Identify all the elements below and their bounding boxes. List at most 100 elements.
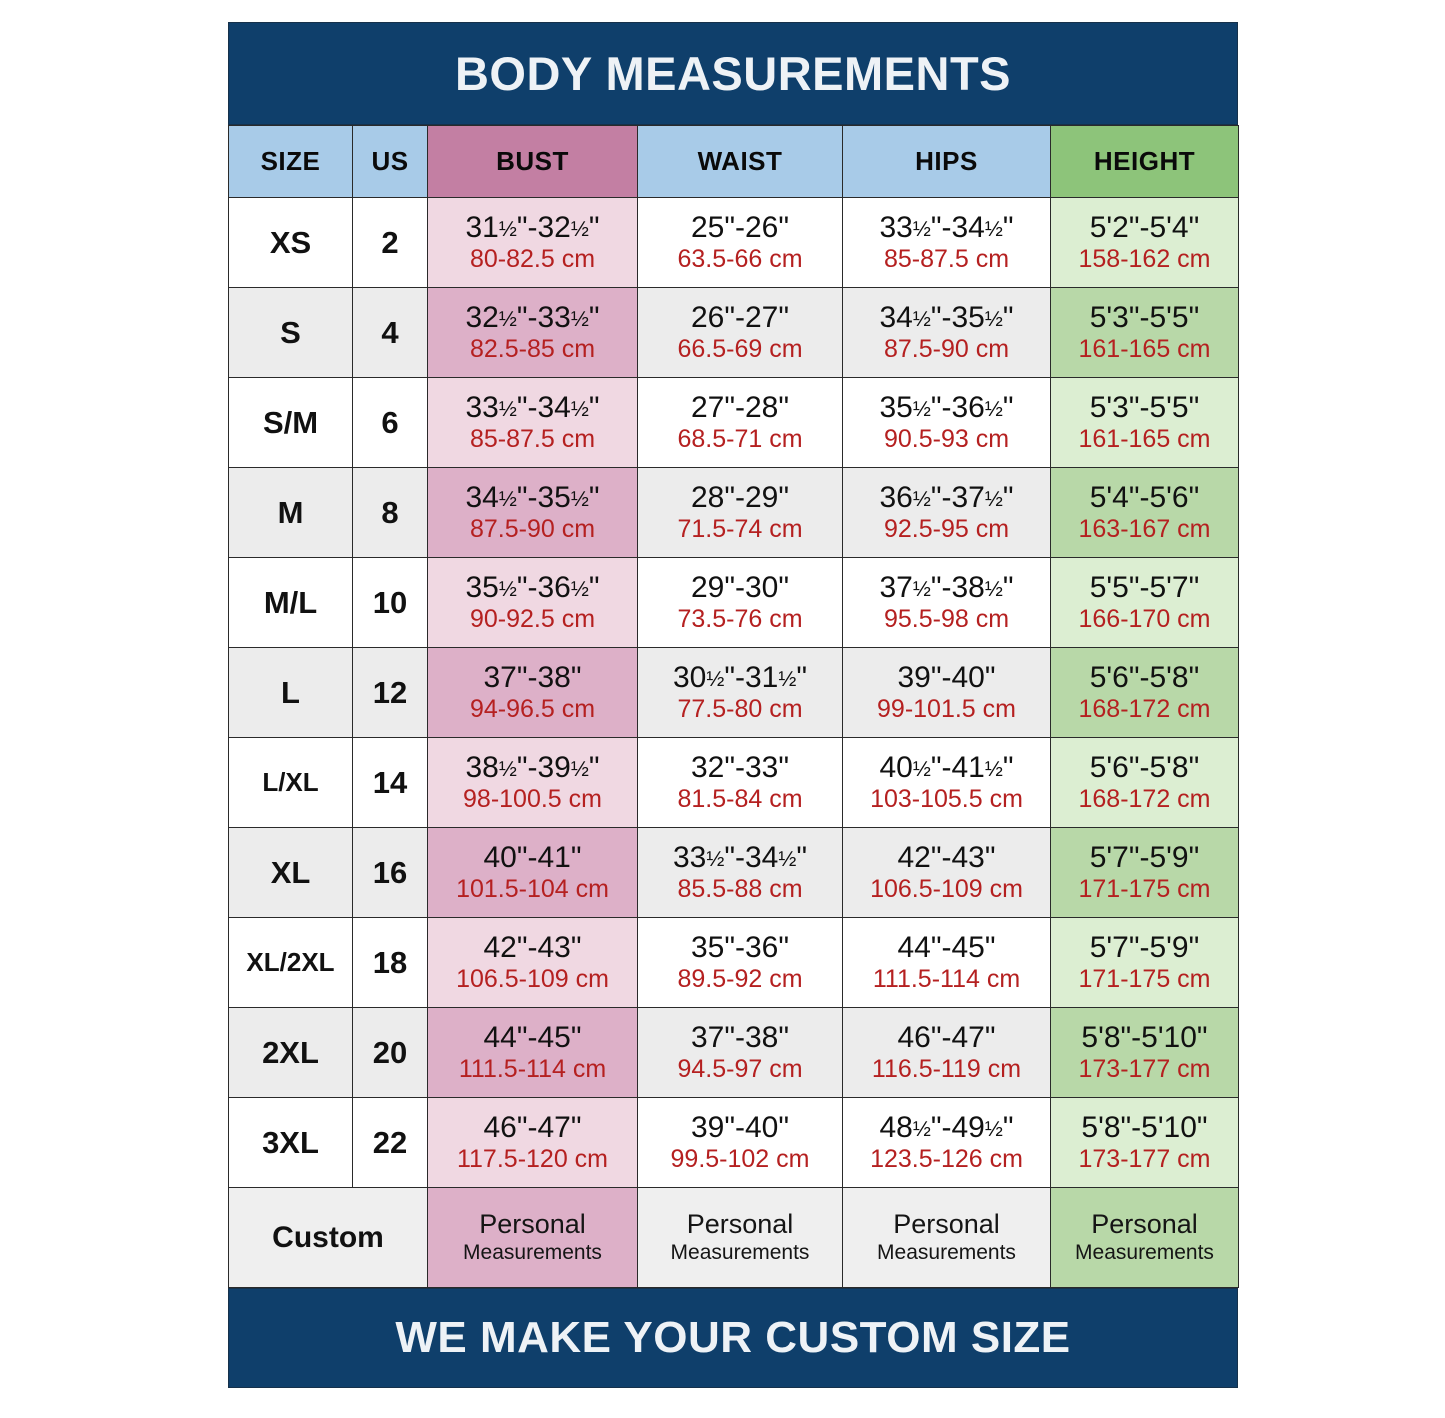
bust-cm: 106.5-109 cm (456, 964, 609, 993)
cell-waist: 28"-29" 71.5-74 cm (637, 467, 843, 558)
hips-inches: 34½"-35½" (879, 301, 1014, 335)
hips-cm: 95.5-98 cm (883, 604, 1010, 633)
waist-inches: 35"-36" (690, 931, 790, 965)
cell-height: 5'7"-5'9" 171-175 cm (1050, 827, 1239, 918)
waist-inches: 37"-38" (690, 1021, 790, 1055)
waist-cm: 71.5-74 cm (677, 514, 803, 543)
height-feet: 5'6"-5'8" (1089, 661, 1200, 695)
hips-inches: 37½"-38½" (879, 571, 1014, 605)
height-feet: 5'4"-5'6" (1089, 481, 1200, 515)
bust-cm: 117.5-120 cm (456, 1144, 608, 1173)
waist-inches: 32"-33" (690, 751, 790, 785)
measurements-label: Measurements (1075, 1240, 1214, 1264)
height-feet: 5'8"-5'10" (1081, 1021, 1208, 1055)
height-cm: 173-177 cm (1078, 1144, 1211, 1173)
height-feet: 5'3"-5'5" (1089, 391, 1200, 425)
hips-cm: 106.5-109 cm (870, 874, 1023, 903)
hips-inches: 33½"-34½" (879, 211, 1014, 245)
table-row: XL/2XL 18 42"-43" 106.5-109 cm 35"-36" 89.5-9… (228, 917, 1239, 1008)
hips-cm: 111.5-114 cm (872, 964, 1021, 993)
column-header-us: US (352, 125, 428, 198)
cell-waist: 27"-28" 68.5-71 cm (637, 377, 843, 468)
size-chart: BODY MEASUREMENTS SIZE US BUST WAIST HIP… (228, 22, 1239, 1397)
height-feet: 5'3"-5'5" (1089, 301, 1200, 335)
column-header-size: SIZE (228, 125, 353, 198)
cell-size: 2XL (228, 1007, 353, 1098)
table-row: S/M 6 33½"-34½" 85-87.5 cm 27"-28" 68.5-71 cm… (228, 377, 1239, 468)
cell-waist: 26"-27" 66.5-69 cm (637, 287, 843, 378)
custom-height-input[interactable]: Personal Measurements (1050, 1187, 1239, 1288)
height-cm: 173-177 cm (1078, 1054, 1211, 1083)
cell-bust: 37"-38" 94-96.5 cm (427, 647, 638, 738)
height-feet: 5'6"-5'8" (1089, 751, 1200, 785)
cell-bust: 34½"-35½" 87.5-90 cm (427, 467, 638, 558)
cell-hips: 36½"-37½" 92.5-95 cm (842, 467, 1051, 558)
table-row: M 8 34½"-35½" 87.5-90 cm 28"-29" 71.5-74 cm 36… (228, 467, 1239, 558)
bust-inches: 40"-41" (483, 841, 582, 875)
bust-cm: 101.5-104 cm (456, 874, 609, 903)
bust-cm: 82.5-85 cm (469, 334, 596, 363)
bust-cm: 85-87.5 cm (469, 424, 596, 453)
custom-hips-input[interactable]: Personal Measurements (842, 1187, 1051, 1288)
bust-inches: 37"-38" (483, 661, 582, 695)
table-header-row: SIZE US BUST WAIST HIPS HEIGHT (228, 125, 1239, 198)
cell-size: XL/2XL (228, 917, 353, 1008)
hips-cm: 90.5-93 cm (883, 424, 1010, 453)
cell-bust: 38½"-39½" 98-100.5 cm (427, 737, 638, 828)
hips-cm: 85-87.5 cm (883, 244, 1010, 273)
cell-hips: 40½"-41½" 103-105.5 cm (842, 737, 1051, 828)
bust-inches: 35½"-36½" (465, 571, 600, 605)
bust-cm: 80-82.5 cm (469, 244, 596, 273)
cell-size: M (228, 467, 353, 558)
cell-hips: 39"-40" 99-101.5 cm (842, 647, 1051, 738)
cell-waist: 32"-33" 81.5-84 cm (637, 737, 843, 828)
cell-us: 6 (352, 377, 428, 468)
cell-hips: 44"-45" 111.5-114 cm (842, 917, 1051, 1008)
waist-cm: 94.5-97 cm (677, 1054, 803, 1083)
bust-inches: 46"-47" (483, 1111, 582, 1145)
bust-inches: 32½"-33½" (465, 301, 600, 335)
cell-us: 22 (352, 1097, 428, 1188)
footer-text: WE MAKE YOUR CUSTOM SIZE (395, 1313, 1071, 1362)
waist-cm: 99.5-102 cm (670, 1144, 810, 1173)
cell-size: XS (228, 197, 353, 288)
cell-height: 5'2"-5'4" 158-162 cm (1050, 197, 1239, 288)
cell-height: 5'6"-5'8" 168-172 cm (1050, 647, 1239, 738)
cell-bust: 33½"-34½" 85-87.5 cm (427, 377, 638, 468)
cell-waist: 35"-36" 89.5-92 cm (637, 917, 843, 1008)
waist-cm: 89.5-92 cm (677, 964, 803, 993)
personal-label: Personal (893, 1209, 1000, 1240)
waist-cm: 68.5-71 cm (677, 424, 803, 453)
cell-hips: 46"-47" 116.5-119 cm (842, 1007, 1051, 1098)
bust-cm: 111.5-114 cm (458, 1054, 607, 1083)
table-row: L 12 37"-38" 94-96.5 cm 30½"-31½" 77.5-80 cm 3… (228, 647, 1239, 738)
cell-hips: 37½"-38½" 95.5-98 cm (842, 557, 1051, 648)
measurements-table: SIZE US BUST WAIST HIPS HEIGHT XS 2 31½"-3… (228, 125, 1239, 1288)
cell-waist: 30½"-31½" 77.5-80 cm (637, 647, 843, 738)
cell-us: 10 (352, 557, 428, 648)
cell-waist: 33½"-34½" 85.5-88 cm (637, 827, 843, 918)
custom-bust-input[interactable]: Personal Measurements (427, 1187, 638, 1288)
height-cm: 168-172 cm (1078, 784, 1211, 813)
cell-bust: 44"-45" 111.5-114 cm (427, 1007, 638, 1098)
column-header-waist: WAIST (637, 125, 843, 198)
cell-height: 5'8"-5'10" 173-177 cm (1050, 1007, 1239, 1098)
hips-inches: 48½"-49½" (879, 1111, 1014, 1145)
hips-inches: 46"-47" (897, 1021, 996, 1055)
cell-us: 4 (352, 287, 428, 378)
cell-waist: 29"-30" 73.5-76 cm (637, 557, 843, 648)
height-cm: 168-172 cm (1078, 694, 1211, 723)
bust-cm: 98-100.5 cm (463, 784, 602, 813)
height-feet: 5'2"-5'4" (1089, 211, 1200, 245)
height-cm: 158-162 cm (1078, 244, 1211, 273)
column-header-bust: BUST (427, 125, 638, 198)
custom-waist-input[interactable]: Personal Measurements (637, 1187, 843, 1288)
page-title: BODY MEASUREMENTS (454, 47, 1012, 100)
hips-inches: 39"-40" (897, 661, 996, 695)
cell-waist: 39"-40" 99.5-102 cm (637, 1097, 843, 1188)
height-cm: 161-165 cm (1078, 424, 1211, 453)
cell-bust: 35½"-36½" 90-92.5 cm (427, 557, 638, 648)
chart-title-banner: BODY MEASUREMENTS (228, 22, 1238, 125)
waist-cm: 85.5-88 cm (677, 874, 803, 903)
table-body: XS 2 31½"-32½" 80-82.5 cm 25"-26" 63.5-66 cm 3… (228, 197, 1239, 1288)
